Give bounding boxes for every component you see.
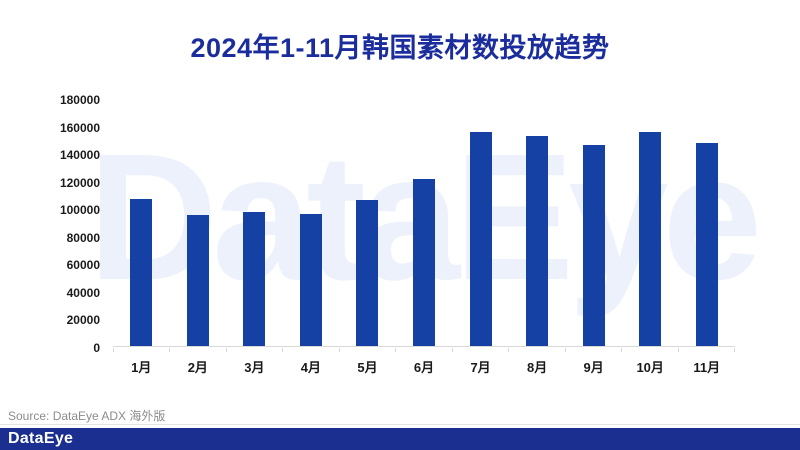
- x-axis-tick: [508, 348, 510, 352]
- bar-slot-1: [113, 99, 170, 346]
- bar-month-2: [186, 214, 209, 346]
- bar-slot-6: [396, 99, 453, 346]
- y-tick-label-160000: 160000: [59, 120, 100, 135]
- x-axis-tick: [338, 348, 340, 352]
- y-tick-label-0: 0: [93, 341, 100, 355]
- bar-month-5: [356, 200, 379, 346]
- y-tick-label-40000: 40000: [66, 285, 100, 300]
- bar-slot-5: [339, 99, 396, 346]
- x-axis-tick: [451, 348, 453, 352]
- x-axis-tick: [225, 348, 227, 352]
- y-tick-label-120000: 120000: [59, 175, 100, 190]
- footer-separator: [0, 424, 800, 425]
- x-label-7: 7月: [470, 360, 491, 375]
- x-label-10: 10月: [636, 360, 664, 375]
- y-tick-label-140000: 140000: [59, 148, 100, 163]
- bar-month-4: [299, 213, 322, 346]
- page-title: 2024年1-11月韩国素材数投放趋势: [190, 33, 610, 63]
- bar-slot-4: [283, 99, 340, 346]
- y-axis: 0 20000 40000 60000 80000 100000 120000 140000 1…: [0, 0, 100, 450]
- x-axis-labels: 1月 2月 3月 4月 5月 6月 7月 8月 9月 10月 11月: [113, 357, 735, 376]
- bar-slot-11: [678, 99, 735, 346]
- y-tick-label-100000: 100000: [59, 203, 100, 218]
- x-axis-tick: [733, 348, 735, 352]
- bar-slot-10: [622, 99, 679, 346]
- bar-month-10: [639, 131, 662, 346]
- x-axis-tick: [282, 348, 284, 352]
- y-tick-label-80000: 80000: [66, 230, 100, 245]
- dataeye-logo: DataEye: [8, 430, 74, 447]
- bar-month-7: [469, 132, 492, 346]
- bar-month-8: [526, 136, 549, 346]
- x-axis-tick: [395, 348, 397, 352]
- bar-slot-7: [452, 99, 509, 346]
- x-label-6: 6月: [413, 360, 435, 375]
- bar-slot-9: [565, 99, 622, 346]
- x-axis-tick: [677, 348, 679, 352]
- x-label-9: 9月: [583, 360, 604, 375]
- bar-month-6: [413, 178, 435, 346]
- y-tick-label-60000: 60000: [66, 258, 100, 273]
- bar-month-1: [130, 199, 153, 346]
- x-label-4: 4月: [300, 360, 322, 375]
- bar-slot-3: [226, 99, 283, 346]
- x-label-1: 1月: [131, 360, 152, 375]
- plot-area: [113, 99, 735, 347]
- bar-month-3: [243, 211, 266, 346]
- x-axis-tick: [564, 348, 566, 352]
- bar-slot-2: [170, 99, 227, 346]
- y-tick-label-180000: 180000: [59, 93, 100, 107]
- x-label-5: 5月: [357, 360, 378, 375]
- source-text: Source: DataEye ADX 海外版: [8, 409, 166, 423]
- x-label-8: 8月: [526, 360, 548, 375]
- footer-bar: DataEye: [0, 428, 800, 450]
- x-label-3: 3月: [244, 360, 265, 375]
- y-tick-label-20000: 20000: [66, 313, 100, 328]
- bar-slot-8: [509, 99, 566, 346]
- x-axis-tick: [169, 348, 171, 352]
- bar-month-11: [695, 143, 718, 346]
- x-label-11: 11月: [693, 360, 721, 375]
- x-label-2: 2月: [187, 360, 208, 375]
- bar-month-9: [582, 144, 605, 346]
- x-axis-tick: [621, 348, 623, 352]
- x-axis-ticks: [113, 348, 735, 352]
- x-axis-tick: [113, 348, 114, 352]
